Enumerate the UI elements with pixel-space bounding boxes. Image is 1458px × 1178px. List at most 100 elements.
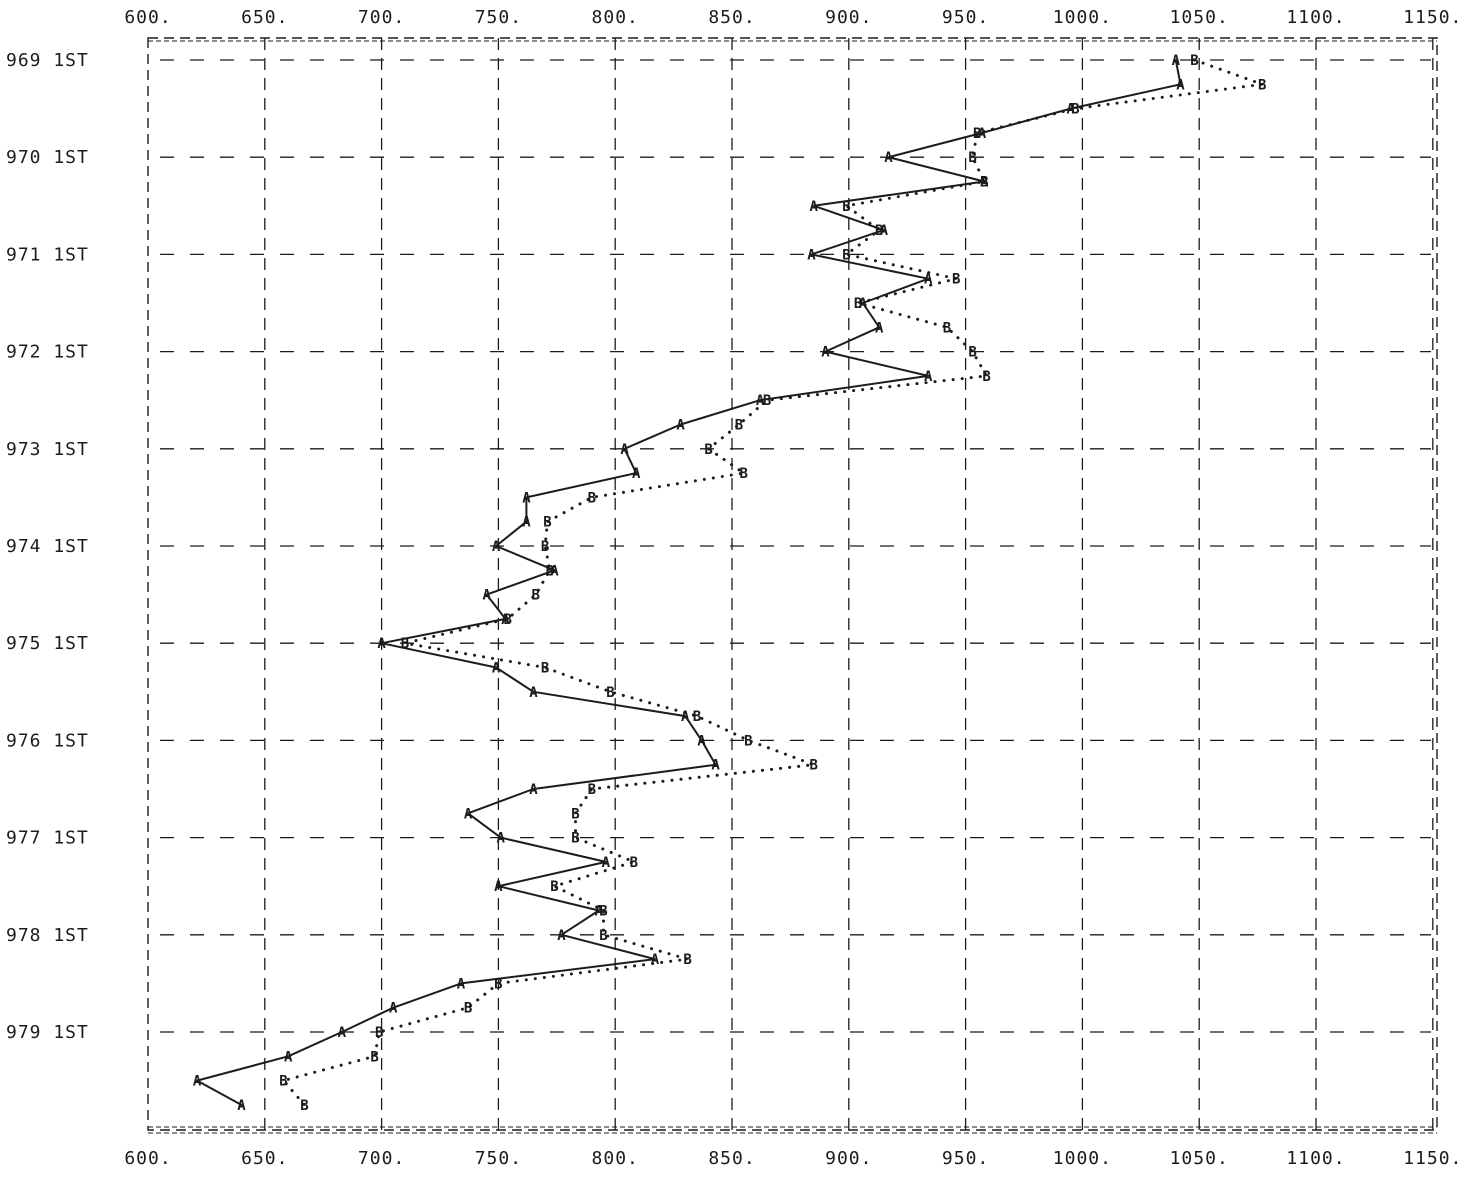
x-tick-label-bottom: 1050.	[1170, 1148, 1229, 1169]
data-point-b: B	[980, 175, 988, 191]
data-point-b: B	[952, 272, 960, 288]
data-point-a: A	[529, 685, 538, 701]
x-tick-label-bottom: 800.	[592, 1148, 639, 1169]
x-tick-label-bottom: 600.	[124, 1148, 171, 1169]
x-tick-label-top: 950.	[942, 7, 989, 28]
data-point-b: B	[606, 685, 614, 701]
data-point-b: B	[588, 490, 596, 506]
data-point-b: B	[763, 393, 771, 409]
x-tick-label-top: 900.	[825, 7, 872, 28]
data-point-b: B	[571, 806, 579, 822]
data-point-a: A	[522, 515, 531, 531]
series-line-b	[282, 58, 1264, 1107]
data-point-b: B	[735, 418, 743, 434]
data-point-b: B	[588, 782, 596, 798]
data-point-a: A	[522, 490, 531, 506]
data-point-a: A	[557, 928, 566, 944]
x-tick-label-top: 600.	[124, 7, 171, 28]
y-tick-label: 969 1ST	[6, 50, 89, 71]
data-point-b: B	[744, 733, 752, 749]
x-tick-label-bottom: 950.	[942, 1148, 989, 1169]
data-point-b: B	[504, 612, 512, 628]
data-point-b: B	[541, 661, 549, 677]
data-point-a: A	[880, 223, 889, 239]
data-point-b: B	[810, 758, 818, 774]
data-point-b: B	[693, 709, 701, 725]
data-point-a: A	[602, 855, 611, 871]
data-point-a: A	[924, 369, 933, 385]
y-tick-label: 973 1ST	[6, 439, 89, 460]
data-point-a: A	[632, 466, 641, 482]
data-point-a: A	[620, 442, 629, 458]
data-point-b: B	[550, 879, 558, 895]
data-point-a: A	[980, 175, 989, 191]
data-point-a: A	[1176, 77, 1185, 93]
data-point-a: A	[492, 661, 501, 677]
data-point-a: A	[595, 904, 604, 920]
data-point-b: B	[599, 904, 607, 920]
x-tick-label-top: 700.	[358, 7, 405, 28]
data-point-a: A	[377, 636, 386, 652]
series-line-a	[196, 59, 1182, 1106]
data-point-a: A	[494, 879, 503, 895]
x-tick-label-bottom: 1000.	[1053, 1148, 1112, 1169]
x-tick-label-top: 1050.	[1170, 7, 1229, 28]
data-point-b: B	[842, 247, 850, 263]
data-point-a: A	[859, 296, 868, 312]
y-tick-label: 970 1ST	[6, 147, 89, 168]
x-tick-label-bottom: 900.	[825, 1148, 872, 1169]
data-point-b: B	[464, 1001, 472, 1017]
data-point-b: B	[943, 320, 951, 336]
y-tick-label: 971 1ST	[6, 244, 89, 265]
y-tick-label: 979 1ST	[6, 1022, 89, 1043]
data-point-a: A	[651, 952, 660, 968]
data-point-b: B	[571, 831, 579, 847]
data-point-a: A	[550, 563, 559, 579]
data-point-b: B	[630, 855, 638, 871]
x-tick-label-bottom: 650.	[241, 1148, 288, 1169]
data-point-a: A	[497, 831, 506, 847]
y-tick-label: 977 1ST	[6, 828, 89, 849]
data-point-b: B	[968, 345, 976, 361]
data-point-a: A	[284, 1049, 293, 1065]
data-point-b: B	[968, 150, 976, 166]
x-tick-label-bottom: 750.	[475, 1148, 522, 1169]
y-tick-label: 975 1ST	[6, 633, 89, 654]
data-point-b: B	[842, 199, 850, 215]
data-point-b: B	[279, 1074, 287, 1090]
x-tick-label-top: 750.	[475, 7, 522, 28]
data-point-b: B	[1071, 102, 1079, 118]
x-tick-label-top: 850.	[708, 7, 755, 28]
data-point-a: A	[483, 588, 492, 604]
data-point-a: A	[810, 199, 819, 215]
data-point-a: A	[492, 539, 501, 555]
plot-frame	[147, 37, 1438, 1131]
data-point-a: A	[464, 806, 473, 822]
data-point-b: B	[370, 1049, 378, 1065]
data-point-a: A	[884, 150, 893, 166]
data-point-b: B	[854, 296, 862, 312]
data-point-a: A	[756, 393, 765, 409]
data-point-a: A	[711, 758, 720, 774]
data-point-b: B	[875, 223, 883, 239]
x-tick-label-top: 1000.	[1053, 7, 1112, 28]
data-point-a: A	[457, 976, 466, 992]
data-point-a: A	[338, 1025, 347, 1041]
data-point-b: B	[541, 539, 549, 555]
x-tick-label-bottom: 850.	[708, 1148, 755, 1169]
data-point-b: B	[546, 563, 554, 579]
data-point-b: B	[300, 1098, 308, 1114]
data-point-b: B	[375, 1025, 383, 1041]
y-tick-label: 976 1ST	[6, 730, 89, 751]
x-tick-label-bottom: 700.	[358, 1148, 405, 1169]
data-point-b: B	[494, 976, 502, 992]
data-point-a: A	[807, 247, 816, 263]
data-point-a: A	[875, 320, 884, 336]
data-point-a: A	[821, 345, 830, 361]
data-point-a: A	[193, 1074, 202, 1090]
data-point-a: A	[237, 1098, 246, 1114]
data-point-a: A	[389, 1001, 398, 1017]
data-point-a: A	[529, 782, 538, 798]
